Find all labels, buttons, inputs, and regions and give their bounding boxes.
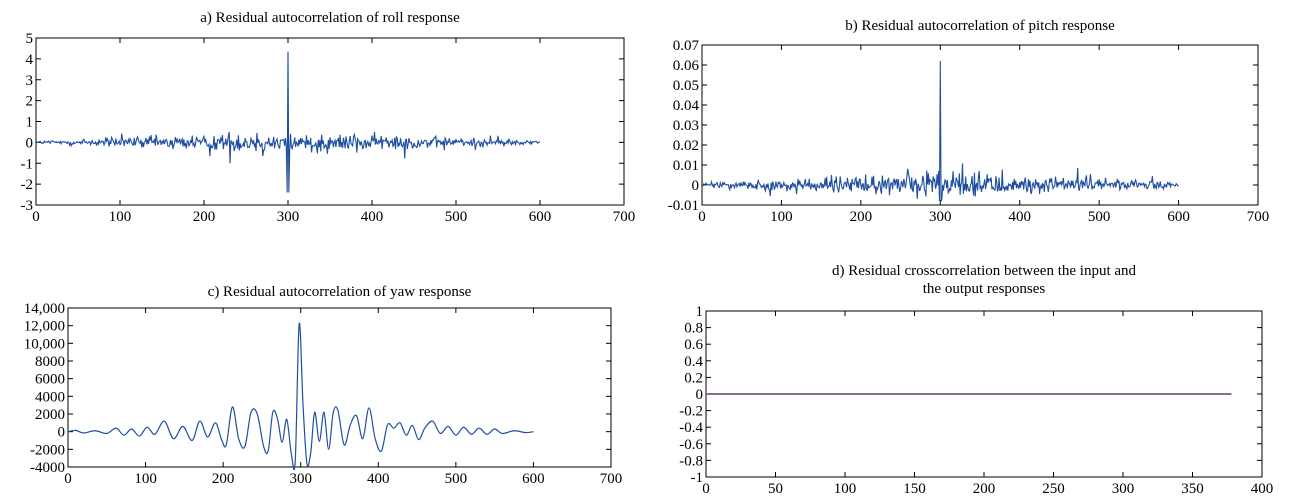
panel-a-y-tick-label: 4 [26, 52, 34, 68]
panel-c-axes-frame [67, 307, 612, 468]
panel-b-x-tick-label: 100 [770, 209, 793, 225]
panel-c-x-tick-label: 700 [600, 471, 623, 487]
panel-d-crosscorrelation: d) Residual crosscorrelation between the… [679, 263, 1273, 497]
panel-a-y-tick-label: 2 [26, 94, 34, 110]
panel-a-y-tick-label: 0 [26, 135, 34, 151]
panel-c-y-tick-label: -4000 [30, 460, 65, 476]
panel-d-title-line: d) Residual crosscorrelation between the… [832, 263, 1137, 279]
panel-b-title: b) Residual autocorrelation of pitch res… [845, 18, 1115, 34]
panel-c-x-tick-label: 400 [367, 471, 390, 487]
panel-a-roll: a) Residual autocorrelation of roll resp… [21, 10, 636, 225]
panel-c-y-tick-label: 2000 [35, 407, 65, 423]
panel-a-x-tick-label: 200 [193, 209, 216, 225]
panel-a-axes-frame [35, 37, 625, 206]
panel-c-x-tick-label: 500 [445, 471, 468, 487]
panel-d-x-tick-label: 50 [768, 481, 783, 497]
panel-d-y-tick-label: -0.2 [679, 404, 703, 420]
panel-c-y-tick-label: 0 [58, 425, 66, 441]
panel-d-ticks: 0 50 100 150 200 250 300 350 400 -1-0.8-0.6-0.4-0… [679, 304, 1273, 497]
panel-a-y-tick-label: -3 [21, 198, 34, 214]
panel-c-series-line [67, 322, 534, 471]
panel-a-y-tick-label: 1 [26, 115, 34, 131]
panel-c-title-line: c) Residual autocorrelation of yaw respo… [208, 284, 472, 300]
panel-d-x-tick-label: 400 [1251, 481, 1274, 497]
panel-d-y-tick-label: 1 [696, 304, 704, 320]
panel-b-y-tick-label: -0.01 [668, 198, 699, 214]
panel-c-y-tick-label: 6000 [35, 372, 65, 388]
panel-c-x-tick-label: 100 [134, 471, 157, 487]
panel-d-y-tick-label: 0.6 [684, 337, 703, 353]
panel-d-x-tick-label: 350 [1181, 481, 1204, 497]
panel-b-y-tick-label: 0 [692, 178, 700, 194]
panel-c-ticks: 0 100 200 300 400 500 600 700-4000-200002000400… [24, 301, 623, 487]
panel-c-y-tick-label: 14,000 [24, 301, 65, 317]
panel-b-y-tick-label: 0.07 [673, 38, 700, 54]
panel-d-title-line: the output responses [923, 281, 1046, 297]
panel-b-y-tick-label: 0.02 [673, 138, 699, 154]
panel-b-x-tick-label: 200 [850, 209, 873, 225]
panel-b-x-tick-label: 600 [1167, 209, 1190, 225]
panel-b-x-tick-label: 0 [698, 209, 706, 225]
panel-d-y-tick-label: 0.2 [684, 370, 703, 386]
panel-a-x-tick-label: 600 [529, 209, 552, 225]
panel-a-title-line: a) Residual autocorrelation of roll resp… [200, 10, 460, 26]
panel-b-pitch: b) Residual autocorrelation of pitch res… [668, 18, 1270, 225]
panel-c-x-tick-label: 300 [289, 471, 312, 487]
panel-d-y-tick-label: 0 [696, 387, 704, 403]
panel-c-x-tick-label: 200 [212, 471, 235, 487]
panel-a-y-tick-label: 3 [26, 73, 34, 89]
panel-d-y-tick-label: 0.4 [684, 354, 703, 370]
panel-c-y-tick-label: 4000 [35, 389, 65, 405]
panel-a-x-tick-label: 700 [613, 209, 636, 225]
panel-c-x-tick-label: 0 [64, 471, 72, 487]
panel-b-y-tick-label: 0.03 [673, 118, 699, 134]
panel-b-x-tick-label: 500 [1088, 209, 1111, 225]
panel-a-x-tick-label: 300 [277, 209, 300, 225]
panel-b-y-tick-label: 0.06 [673, 58, 700, 74]
panel-a-ticks: 0 100 200 300 400 500 600 700 -3 -2 -1 0 1 2 3 4 5 [21, 31, 636, 225]
panel-d-y-tick-label: -0.8 [679, 453, 703, 469]
panel-b-x-tick-label: 300 [929, 209, 952, 225]
panel-b-series-line [701, 60, 1179, 202]
panel-a-y-tick-label: -1 [21, 156, 34, 172]
panel-a-title: a) Residual autocorrelation of roll resp… [200, 10, 460, 26]
panel-d-y-tick-label: -1 [691, 470, 704, 486]
panel-c-title: c) Residual autocorrelation of yaw respo… [208, 284, 472, 300]
panel-d-x-tick-label: 0 [702, 481, 710, 497]
panel-a-series-line [35, 51, 541, 193]
panel-a-x-tick-label: 500 [445, 209, 468, 225]
panel-a-y-tick-label: 5 [26, 31, 34, 47]
panel-a-y-tick-label: -2 [21, 177, 34, 193]
panel-a-x-tick-label: 400 [361, 209, 384, 225]
panel-c-y-tick-label: 10,000 [24, 336, 65, 352]
panel-d-y-tick-label: 0.8 [684, 321, 703, 337]
panel-d-x-tick-label: 150 [903, 481, 926, 497]
panel-a-x-tick-label: 100 [109, 209, 132, 225]
panel-c-y-tick-label: 12,000 [24, 319, 65, 335]
panel-d-x-tick-label: 250 [1042, 481, 1065, 497]
panel-d-y-tick-label: -0.6 [679, 437, 703, 453]
panel-d-y-tick-label: -0.4 [679, 420, 703, 436]
panel-d-x-tick-label: 100 [834, 481, 857, 497]
panel-d-x-tick-label: 200 [973, 481, 996, 497]
panel-b-y-tick-label: 0.05 [673, 78, 699, 94]
panel-b-x-tick-label: 700 [1247, 209, 1270, 225]
panel-b-x-tick-label: 400 [1008, 209, 1031, 225]
panel-b-ticks: 0 100 200 300 400 500 600 700-0.0100.010.020.03… [668, 38, 1270, 225]
panel-d-x-tick-label: 300 [1112, 481, 1135, 497]
panel-c-yaw: c) Residual autocorrelation of yaw respo… [24, 284, 623, 487]
panel-c-y-tick-label: -2000 [30, 442, 65, 458]
panel-c-x-tick-label: 600 [522, 471, 545, 487]
panel-c-y-tick-label: 8000 [35, 354, 65, 370]
panel-b-y-tick-label: 0.04 [673, 98, 700, 114]
panel-a-x-tick-label: 0 [32, 209, 40, 225]
panel-b-y-tick-label: 0.01 [673, 158, 699, 174]
panel-b-title-line: b) Residual autocorrelation of pitch res… [845, 18, 1115, 34]
panel-d-title: d) Residual crosscorrelation between the… [832, 263, 1137, 297]
